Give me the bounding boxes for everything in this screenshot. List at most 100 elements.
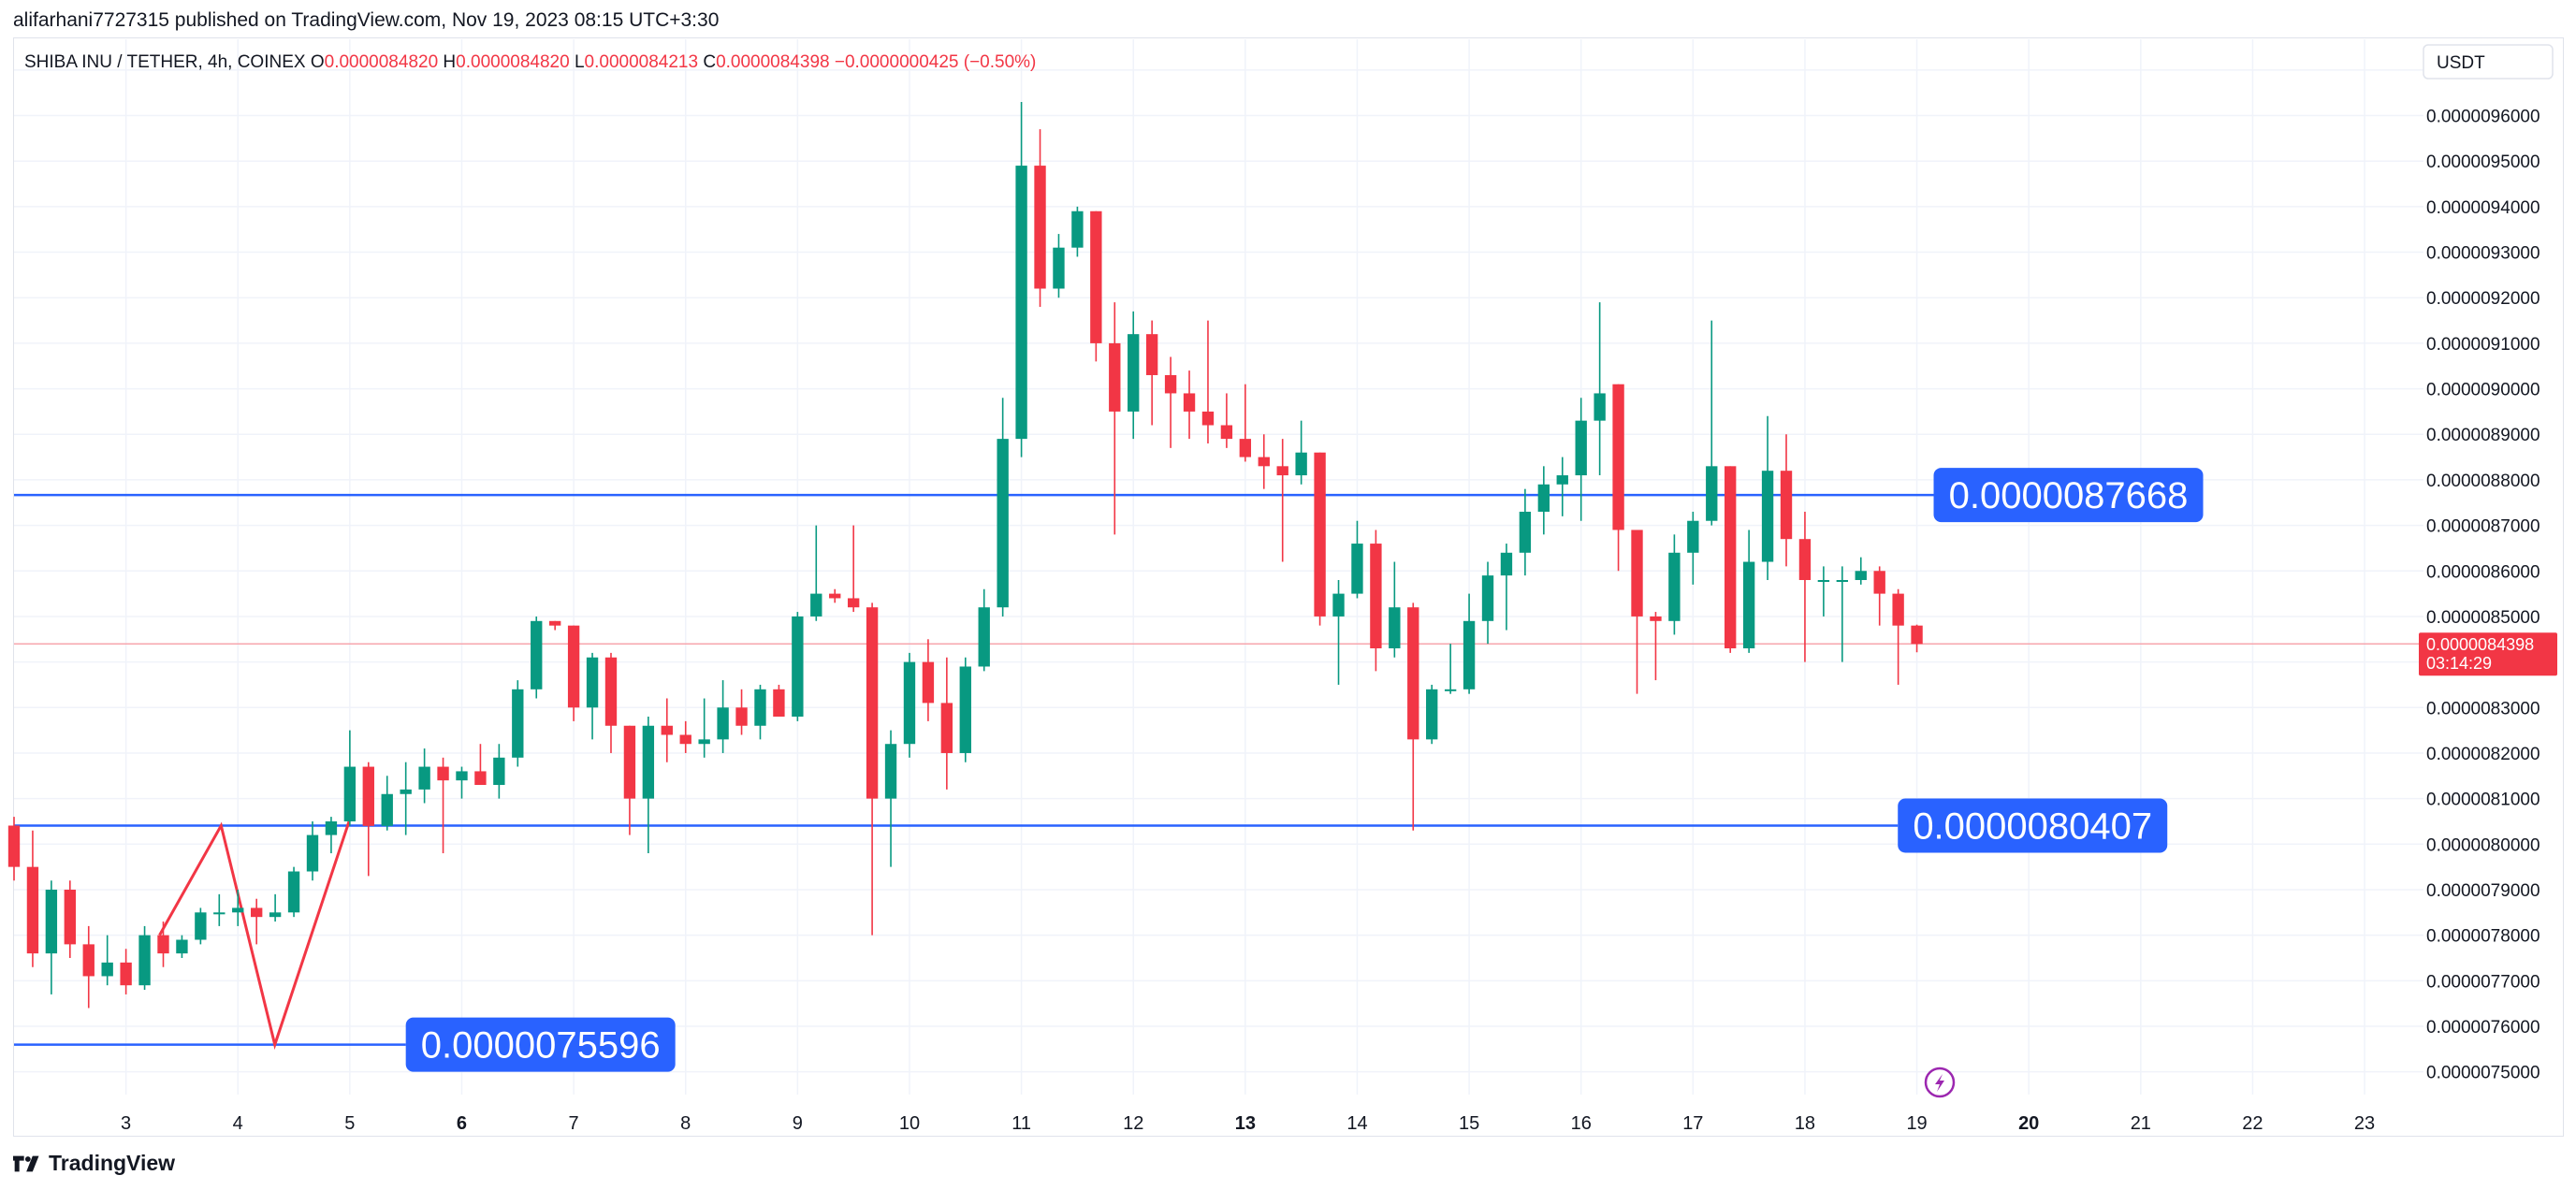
x-tick-label: 12 (1123, 1113, 1143, 1134)
candle-body-down (623, 725, 636, 799)
candle-body-up (1537, 484, 1550, 512)
candle-body-up (1071, 210, 1084, 248)
x-tick-label: 20 (2018, 1113, 2039, 1134)
candle-body-up (1594, 393, 1606, 421)
candle-body-up (1556, 475, 1568, 485)
y-tick-label: 0.0000095000 (2426, 152, 2540, 172)
candle-body-down (922, 661, 935, 704)
candle-body-down (679, 734, 691, 745)
candle-body-up (1444, 689, 1457, 691)
x-tick-label: 17 (1682, 1113, 1703, 1134)
candle-body-down (474, 771, 487, 786)
candle-body-down (251, 907, 263, 918)
candle-body-up (1742, 561, 1755, 649)
candle-body-up (232, 907, 244, 913)
candle-body-down (157, 935, 169, 954)
y-tick-label: 0.0000077000 (2426, 972, 2540, 992)
candle-body-up (287, 871, 300, 913)
candle-body-down (866, 607, 879, 799)
currency-button-label: USDT (2437, 53, 2485, 73)
candle-body-up (978, 607, 990, 667)
tradingview-brand[interactable]: TradingView (13, 1151, 175, 1176)
x-tick-label: 4 (233, 1113, 243, 1134)
y-tick-label: 0.0000091000 (2426, 335, 2540, 355)
candle-body-up (456, 771, 468, 781)
x-tick-label: 21 (2131, 1113, 2151, 1134)
candle-body-down (1612, 384, 1624, 530)
candle-body-up (1426, 689, 1438, 740)
candle-body-up (1015, 166, 1027, 440)
level-label: 0.0000087668 (1949, 475, 2189, 516)
candle-body-down (1090, 210, 1102, 343)
candle-body-up (698, 739, 710, 745)
x-tick-label: 6 (457, 1113, 467, 1134)
y-tick-label: 0.0000078000 (2426, 927, 2540, 947)
y-tick-label: 0.0000076000 (2426, 1018, 2540, 1038)
y-tick-label: 0.0000090000 (2426, 381, 2540, 400)
candle-body-up (1706, 466, 1718, 521)
candle-body-up (381, 793, 393, 826)
candle-body-up (1668, 552, 1681, 621)
candle-body-up (884, 744, 897, 799)
candle-body-up (213, 912, 226, 915)
lightning-bolt-shape (1935, 1074, 1944, 1092)
current-price-label: 0.0000084398 (2426, 635, 2534, 654)
candle-body-up (959, 666, 971, 753)
candle-body-down (362, 766, 374, 826)
candle-body-up (642, 725, 655, 799)
candle-body-up (195, 912, 207, 940)
candle-body-down (1145, 334, 1158, 375)
candle-body-up (418, 766, 430, 790)
level-label-box (1898, 798, 2168, 853)
x-tick-label: 19 (1906, 1113, 1927, 1134)
tradingview-brand-label: TradingView (49, 1151, 176, 1175)
chart-frame (13, 37, 2564, 1137)
candle-body-up (176, 939, 188, 954)
candle-body-up (586, 657, 599, 708)
candle-body-up (1836, 580, 1849, 582)
candle-body-down (1631, 530, 1643, 617)
candle-body-down (1911, 625, 1923, 645)
candle-body-up (306, 834, 319, 872)
publish-header: alifarhani7727315 published on TradingVi… (13, 9, 720, 31)
candle-body-up (101, 962, 113, 977)
y-tick-label: 0.0000088000 (2426, 472, 2540, 491)
y-tick-label: 0.0000096000 (2426, 108, 2540, 127)
candle-body-down (1220, 425, 1233, 440)
current-price-badge (2419, 632, 2557, 676)
y-tick-label: 0.0000093000 (2426, 244, 2540, 264)
x-tick-label: 10 (899, 1113, 920, 1134)
candle-body-down (1407, 607, 1419, 740)
candle-body-down (773, 689, 785, 718)
candle-body-down (64, 889, 76, 945)
y-tick-label: 0.0000079000 (2426, 881, 2540, 901)
candle-body-up (810, 593, 822, 617)
candle-body-down (1183, 393, 1196, 412)
candle-body-up (1500, 552, 1513, 576)
candle-body-up (1481, 575, 1494, 621)
candle-body-up (45, 889, 58, 954)
y-tick-label: 0.0000092000 (2426, 289, 2540, 309)
level-label-box (1933, 468, 2204, 523)
y-tick-label: 0.0000086000 (2426, 562, 2540, 582)
ohlc-legend: SHIBA INU / TETHER, 4h, COINEX O0.000008… (24, 52, 1036, 72)
x-tick-label: 22 (2242, 1113, 2263, 1134)
candle-body-down (7, 825, 21, 867)
candle-body-down (1370, 544, 1382, 649)
candle-body-down (1201, 411, 1215, 426)
candle-body-down (1798, 539, 1812, 580)
x-tick-label: 8 (680, 1113, 691, 1134)
candle-body-down (829, 593, 841, 599)
candle-body-up (400, 789, 412, 794)
candle-body-down (940, 703, 953, 753)
x-tick-label: 14 (1346, 1113, 1367, 1134)
candle-body-down (1258, 457, 1270, 467)
candle-body-down (120, 962, 132, 986)
candle-body-down (604, 657, 618, 726)
x-tick-label: 18 (1795, 1113, 1815, 1134)
candle-body-down (661, 725, 673, 735)
candle-body-up (1817, 580, 1830, 582)
y-tick-label: 0.0000082000 (2426, 745, 2540, 764)
candle-body-down (1164, 374, 1177, 394)
